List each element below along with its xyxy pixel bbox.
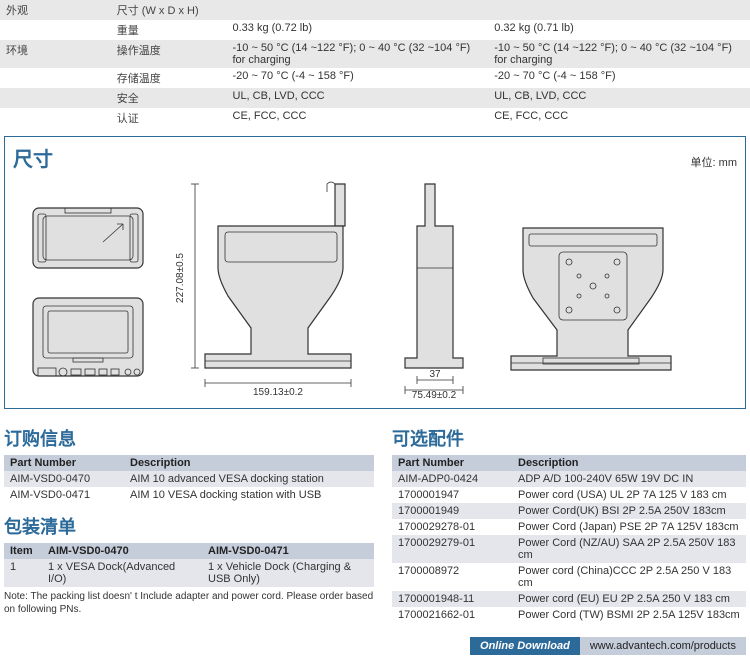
packing-title: 包装清单	[4, 513, 374, 539]
spec-row: 安全UL, CB, LVD, CCCUL, CB, LVD, CCC	[0, 88, 750, 108]
spec-row: 重量0.33 kg (0.72 lb)0.32 kg (0.71 lb)	[0, 20, 750, 40]
acc-row: AIM-ADP0-0424ADP A/D 100-240V 65W 19V DC…	[392, 471, 746, 487]
pack-col-1: AIM-VSD0-0470	[42, 543, 202, 559]
acc-row: 1700001949Power Cord(UK) BSI 2P 2.5A 250…	[392, 503, 746, 519]
acc-row: 1700029278-01Power Cord (Japan) PSE 2P 7…	[392, 519, 746, 535]
accessory-table: Part Number Description AIM-ADP0-0424ADP…	[392, 455, 746, 623]
order-col-desc: Description	[124, 455, 374, 471]
spec-row: 存储温度-20 ~ 70 °C (-4 ~ 158 °F)-20 ~ 70 °C…	[0, 68, 750, 88]
acc-col-desc: Description	[512, 455, 746, 471]
dimension-title: 尺寸	[13, 143, 53, 172]
acc-row: 1700008972Power cord (China)CCC 2P 2.5A …	[392, 563, 746, 591]
download-label: Online Download	[470, 637, 580, 655]
spec-row: 认证CE, FCC, CCCCE, FCC, CCC	[0, 108, 750, 128]
dim-height: 227.08±0.5	[175, 253, 186, 303]
ordering-table: Part Number Description AIM-VSD0-0470AIM…	[4, 455, 374, 503]
spec-row: 外观尺寸 (W x D x H)	[0, 0, 750, 20]
dimension-unit: 单位: mm	[691, 154, 737, 170]
order-row: AIM-VSD0-0470AIM 10 advanced VESA dockin…	[4, 471, 374, 487]
drawing-top-views	[13, 198, 163, 398]
dim-depth: 75.49±0.2	[412, 390, 457, 398]
packing-note: Note: The packing list doesn' t Include …	[4, 591, 374, 616]
order-row: AIM-VSD0-0471AIM 10 VESA docking station…	[4, 487, 374, 503]
pack-col-0: Item	[4, 543, 42, 559]
packing-table: Item AIM-VSD0-0470 AIM-VSD0-0471 11 x VE…	[4, 543, 374, 587]
spec-row: 环境操作温度-10 ~ 50 °C (14 ~122 °F); 0 ~ 40 °…	[0, 40, 750, 68]
acc-row: 1700021662-01Power Cord (TW) BSMI 2P 2.5…	[392, 607, 746, 623]
accessory-title: 可选配件	[392, 425, 746, 451]
download-url[interactable]: www.advantech.com/products	[580, 637, 746, 655]
pack-col-2: AIM-VSD0-0471	[202, 543, 374, 559]
drawing-side-view: 37 75.49±0.2	[393, 178, 483, 398]
ordering-title: 订购信息	[4, 425, 374, 451]
acc-row: 1700001947Power cord (USA) UL 2P 7A 125 …	[392, 487, 746, 503]
spec-table: 外观尺寸 (W x D x H)重量0.33 kg (0.72 lb)0.32 …	[0, 0, 750, 128]
download-bar: Online Downloadwww.advantech.com/product…	[4, 637, 746, 655]
dim-inset: 37	[429, 369, 441, 380]
order-col-pn: Part Number	[4, 455, 124, 471]
dim-width: 159.13±0.2	[253, 387, 303, 398]
acc-row: 1700001948-11Power cord (EU) EU 2P 2.5A …	[392, 591, 746, 607]
dimension-panel: 尺寸 单位: mm	[4, 136, 746, 409]
drawing-rear-view	[483, 198, 703, 398]
acc-col-pn: Part Number	[392, 455, 512, 471]
acc-row: 1700029279-01Power Cord (NZ/AU) SAA 2P 2…	[392, 535, 746, 563]
drawing-front-view: 227.08±0.5 159.13±0.2	[163, 178, 393, 398]
pack-row: 11 x VESA Dock(Advanced I/O)1 x Vehicle …	[4, 559, 374, 587]
